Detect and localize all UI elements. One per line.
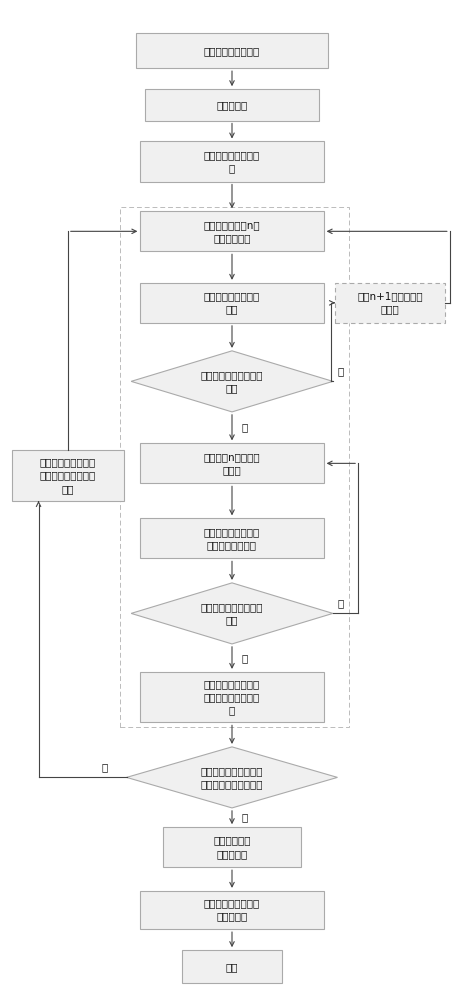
FancyBboxPatch shape xyxy=(334,283,444,323)
FancyBboxPatch shape xyxy=(140,518,323,558)
FancyBboxPatch shape xyxy=(163,827,300,867)
Text: 否: 否 xyxy=(102,762,108,772)
Text: 标记为一个机
组负荷聚类: 标记为一个机 组负荷聚类 xyxy=(213,836,250,859)
Polygon shape xyxy=(131,583,332,644)
Text: 以扫描数据结束点的
下一个数据点为初始
位置: 以扫描数据结束点的 下一个数据点为初始 位置 xyxy=(40,457,96,494)
Text: 计算机组负荷数据平
滑度: 计算机组负荷数据平 滑度 xyxy=(203,291,260,314)
Text: 继续扫揋n个机组负
荷数据: 继续扫揋n个机组负 荷数据 xyxy=(203,452,260,475)
Text: 指针指向数据初始位
置: 指针指向数据初始位 置 xyxy=(203,150,260,173)
Text: 判断此时间段是否满足
稳态工况最短时间要求: 判断此时间段是否满足 稳态工况最短时间要求 xyxy=(200,766,263,789)
Text: 数据预处理: 数据预处理 xyxy=(216,100,247,110)
FancyBboxPatch shape xyxy=(140,672,323,722)
FancyBboxPatch shape xyxy=(144,89,319,121)
Text: 计算所扫描的全部机
组负荷数据平滑度: 计算所扫描的全部机 组负荷数据平滑度 xyxy=(203,527,260,550)
Text: 机组负荷历史数据集: 机组负荷历史数据集 xyxy=(203,46,260,56)
FancyBboxPatch shape xyxy=(140,141,323,182)
Text: 是: 是 xyxy=(337,598,343,608)
FancyBboxPatch shape xyxy=(140,211,323,251)
Text: 否: 否 xyxy=(337,366,343,376)
FancyBboxPatch shape xyxy=(136,33,327,68)
Text: 计算初始位置到稳态
数据终止位置的时间
段: 计算初始位置到稳态 数据终止位置的时间 段 xyxy=(203,679,260,715)
Text: 判断是否满足稳态工况
要求: 判断是否满足稳态工况 要求 xyxy=(200,602,263,625)
Text: 由初始位置扫揋n个
机组负荷数据: 由初始位置扫揋n个 机组负荷数据 xyxy=(203,220,260,243)
FancyBboxPatch shape xyxy=(140,443,323,483)
Text: 以第n+1个数据为初
始位置: 以第n+1个数据为初 始位置 xyxy=(357,291,422,314)
Polygon shape xyxy=(126,747,337,808)
FancyBboxPatch shape xyxy=(140,283,323,323)
Text: 是: 是 xyxy=(241,423,247,433)
Text: 结束: 结束 xyxy=(225,962,238,972)
FancyBboxPatch shape xyxy=(140,891,323,929)
Text: 判断是否满足稳态工况
要求: 判断是否满足稳态工况 要求 xyxy=(200,370,263,393)
Polygon shape xyxy=(131,351,332,412)
Text: 是: 是 xyxy=(241,813,247,823)
Text: 重复直至全部负荷数
据扫描完成: 重复直至全部负荷数 据扫描完成 xyxy=(203,898,260,922)
Text: 否: 否 xyxy=(241,653,247,663)
FancyBboxPatch shape xyxy=(181,950,282,983)
FancyBboxPatch shape xyxy=(12,450,124,501)
